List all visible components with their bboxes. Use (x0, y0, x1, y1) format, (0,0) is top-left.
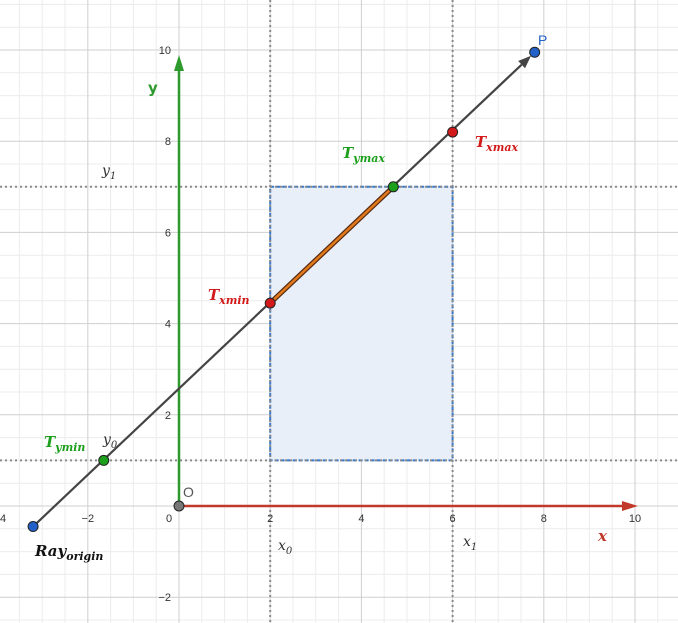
x-axis-label: x (597, 527, 608, 545)
endpoint-label-p: P (538, 32, 547, 48)
x-tick-label: 8 (541, 513, 547, 525)
y-tick-label: 10 (159, 45, 171, 57)
y-axis-label: y (148, 79, 158, 97)
points (27, 46, 541, 533)
ray-origin-label-main: Ray (34, 542, 68, 560)
intersection-segment (269, 185, 395, 304)
x-axis-arrowhead (622, 501, 638, 511)
txmin-point[interactable] (264, 297, 276, 309)
x-tick-label: 4 (358, 513, 364, 525)
txmin-label-main: T (208, 286, 221, 304)
y1-label: y1 (101, 163, 116, 182)
y0-label-main: y (102, 432, 112, 448)
tymax-point[interactable] (387, 181, 399, 193)
txmin-label: Txmin (208, 286, 250, 307)
x-tick-label: 0 (166, 513, 172, 525)
x0-label: x0 (278, 538, 293, 557)
ray-origin-point[interactable] (27, 521, 39, 533)
y-tick-label: 8 (165, 136, 171, 148)
x1-label-main: x (463, 534, 471, 550)
y-tick-label: 6 (165, 227, 171, 239)
tymin-point[interactable] (98, 454, 110, 466)
y-axis-arrowhead (174, 55, 184, 71)
tymax-label-main: T (342, 144, 355, 162)
ray-origin-label: Rayorigin (34, 542, 103, 563)
txmax-label-main: T (475, 133, 488, 151)
x-tick-label: −2 (82, 513, 95, 525)
y0-label-sub: 0 (111, 440, 118, 451)
x-tick-label: 4 (0, 513, 6, 525)
y0-label: y0 (102, 432, 118, 451)
y-tick-label: 2 (165, 410, 171, 422)
bounding-box (269, 185, 454, 462)
y-tick-label: 4 (165, 319, 171, 331)
txmax-point[interactable] (447, 126, 459, 138)
x0-label-main: x (278, 538, 286, 554)
y-tick-label: −2 (158, 592, 171, 604)
x-tick-label: 2 (267, 513, 273, 525)
ray-origin-label-sub: origin (66, 550, 103, 563)
y1-label-main: y (101, 163, 111, 179)
txmax-label-sub: xmax (485, 141, 518, 154)
origin-point[interactable] (173, 500, 185, 512)
x1-label: x1 (463, 534, 477, 553)
x-tick-label: 6 (450, 513, 456, 525)
tymin-label-sub: ymin (54, 441, 85, 454)
y1-label-sub: 1 (110, 171, 116, 182)
tymin-label: Tymin (44, 433, 85, 454)
endpoint-p[interactable] (529, 46, 541, 58)
tymax-label: Tymax (342, 144, 385, 165)
x-tick-label: 10 (629, 513, 641, 525)
tymax-label-sub: ymax (352, 152, 385, 165)
txmax-label: Txmax (475, 133, 518, 154)
ray-arrowhead (518, 55, 532, 69)
x0-label-sub: 0 (286, 546, 293, 557)
x1-label-sub: 1 (471, 542, 477, 553)
origin-label: O (183, 484, 194, 500)
txmin-label-sub: xmin (218, 294, 249, 307)
tymin-label-main: T (44, 433, 57, 451)
